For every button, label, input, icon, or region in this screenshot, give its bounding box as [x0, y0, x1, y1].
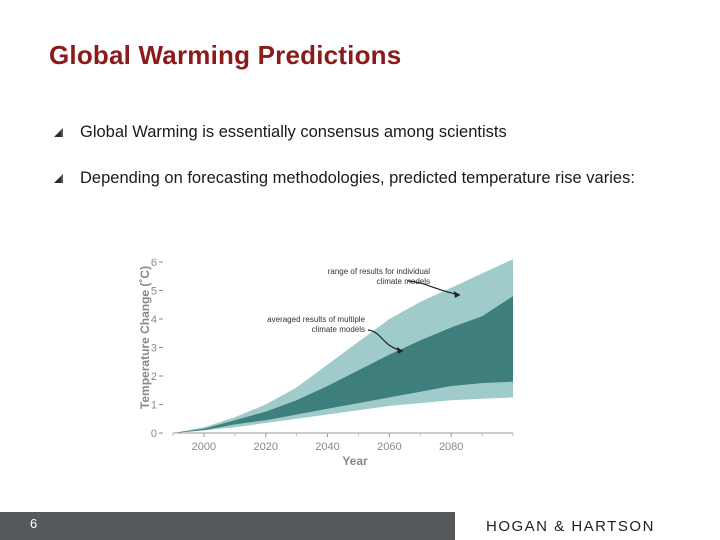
bullet-text: Global Warming is essentially consensus … — [80, 123, 507, 141]
y-tick-label: 2 — [151, 371, 157, 383]
bullet-item: Depending on forecasting methodologies, … — [52, 168, 672, 188]
x-tick-label: 2020 — [253, 441, 277, 453]
y-tick-label: 0 — [151, 428, 157, 440]
y-tick-label: 4 — [151, 314, 157, 326]
y-tick-label: 3 — [151, 343, 157, 355]
y-tick-label: 5 — [151, 286, 157, 298]
arrow-head-icon — [454, 291, 460, 298]
x-tick-label: 2080 — [439, 441, 463, 453]
annotation-line: climate models — [312, 325, 365, 334]
annotation-line: climate models — [377, 277, 430, 286]
bullet-list: Global Warming is essentially consensus … — [52, 122, 672, 188]
annotation-arrow — [407, 280, 461, 296]
triangle-bullet-icon — [54, 128, 63, 137]
x-tick-label: 2000 — [192, 441, 216, 453]
page-number: 6 — [30, 516, 38, 531]
temperature-chart: 0 1 2 3 4 5 6 2000 2020 2040 2060 2080 Year Temperatu… — [138, 257, 514, 468]
brand-logo: HOGAN & HARTSON — [486, 518, 655, 535]
y-axis-title: Temperature Change (˚C) — [138, 266, 152, 409]
triangle-bullet-icon — [54, 174, 63, 183]
x-tick-label: 2040 — [315, 441, 339, 453]
bullet-item: Global Warming is essentially consensus … — [52, 122, 672, 142]
annotation-line: averaged results of multiple — [267, 315, 365, 324]
slide-title: Global Warming Predictions — [49, 40, 402, 70]
averaged-models-band — [173, 296, 513, 433]
annotation-label: range of results for individual climate m… — [328, 267, 431, 286]
annotation-line: range of results for individual — [328, 267, 431, 276]
x-axis-title: Year — [342, 454, 368, 468]
bullet-text: Depending on forecasting methodologies, … — [80, 169, 635, 187]
y-tick-label: 6 — [151, 257, 157, 269]
x-tick-label: 2060 — [377, 441, 401, 453]
y-tick-label: 1 — [151, 400, 157, 412]
arrow-head-icon — [397, 347, 403, 354]
annotation-label: averaged results of multiple climate mode… — [267, 315, 365, 334]
footer-bar — [0, 512, 455, 540]
